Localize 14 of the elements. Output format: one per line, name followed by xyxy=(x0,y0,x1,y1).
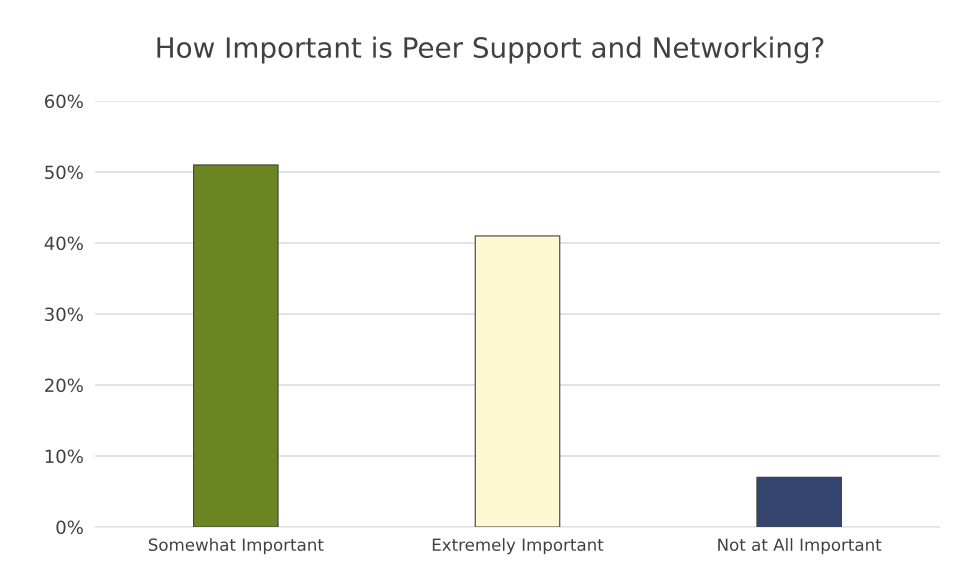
y-tick-label: 40% xyxy=(44,236,83,250)
bar xyxy=(474,235,560,527)
y-tick-label: 20% xyxy=(45,378,83,392)
chart-title: How Important is Peer Support and Networking? xyxy=(157,36,824,64)
bar xyxy=(193,164,279,527)
y-tick-label: 10% xyxy=(46,449,83,464)
y-tick-label: 60% xyxy=(45,94,83,108)
y-tick-label: 30% xyxy=(45,307,83,322)
y-tick-label: 50% xyxy=(45,165,83,180)
y-tick-label: 0% xyxy=(56,520,83,534)
x-tick-label: Extremely Important xyxy=(432,538,604,554)
x-tick-label: Not at All Important xyxy=(718,538,882,554)
bar xyxy=(756,476,842,527)
x-tick-label: Somewhat Important xyxy=(148,538,324,554)
